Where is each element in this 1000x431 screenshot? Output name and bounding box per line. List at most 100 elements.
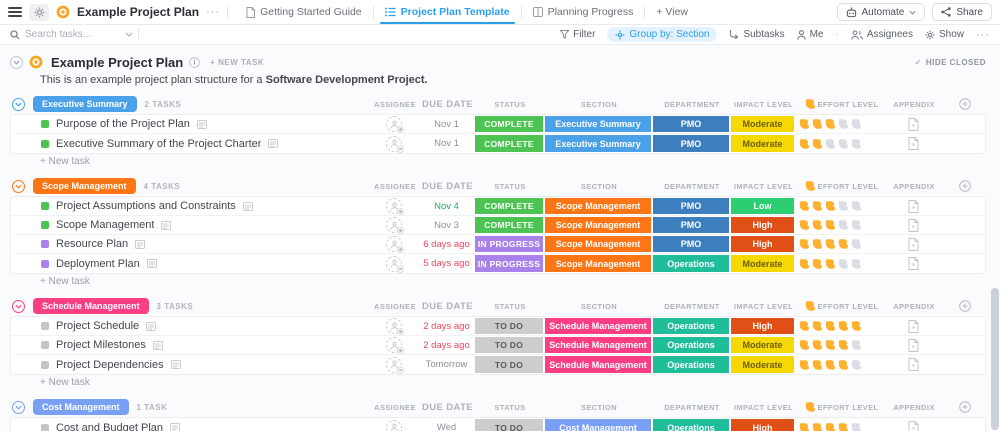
task-row[interactable]: Cost and Budget Plan Wed TO DO Cost Mana… <box>11 418 985 431</box>
assign-user-button[interactable] <box>386 136 402 152</box>
group-badge[interactable]: Schedule Management <box>33 298 149 314</box>
search-input[interactable] <box>25 29 120 40</box>
assign-user-button[interactable] <box>386 198 402 214</box>
hamburger-menu-icon[interactable] <box>8 7 22 17</box>
impact-badge[interactable]: Moderate <box>731 255 794 272</box>
flexed-arm-icon[interactable] <box>850 339 862 351</box>
flexed-arm-icon[interactable] <box>837 238 849 250</box>
share-button[interactable]: Share <box>932 3 992 21</box>
add-view-button[interactable]: + View <box>645 0 699 24</box>
department-badge[interactable]: Operations <box>653 356 729 373</box>
flexed-arm-icon[interactable] <box>850 258 862 270</box>
department-badge[interactable]: PMO <box>653 198 729 214</box>
task-name[interactable]: Project Schedule <box>56 320 139 332</box>
task-status-square[interactable] <box>41 202 49 210</box>
flexed-arm-icon[interactable] <box>798 258 810 270</box>
task-name[interactable]: Project Milestones <box>56 339 146 351</box>
task-name[interactable]: Purpose of the Project Plan <box>56 118 190 130</box>
flexed-arm-icon[interactable] <box>811 339 823 351</box>
department-badge[interactable]: PMO <box>653 236 729 252</box>
impact-badge[interactable]: Low <box>731 198 794 214</box>
group-by-button[interactable]: Group by: Section <box>607 27 717 42</box>
assign-user-button[interactable] <box>386 337 402 353</box>
flexed-arm-icon[interactable] <box>850 238 862 250</box>
flexed-arm-icon[interactable] <box>850 200 862 212</box>
effort-rating[interactable] <box>795 134 883 153</box>
group-new-task-button[interactable]: + New task <box>10 375 986 389</box>
task-status-square[interactable] <box>41 341 49 349</box>
status-badge[interactable]: COMPLETE <box>475 217 543 233</box>
impact-badge[interactable]: High <box>731 217 794 233</box>
flexed-arm-icon[interactable] <box>837 320 849 332</box>
title-more-button[interactable]: ··· <box>206 7 220 17</box>
section-badge[interactable]: Schedule Management <box>545 337 651 353</box>
flexed-arm-icon[interactable] <box>837 200 849 212</box>
section-badge[interactable]: Cost Management <box>545 419 651 431</box>
search-box[interactable] <box>10 28 139 41</box>
task-row[interactable]: Project Milestones 2 days ago TO DO Sche… <box>11 336 985 355</box>
flexed-arm-icon[interactable] <box>811 219 823 231</box>
flexed-arm-icon[interactable] <box>798 118 810 130</box>
flexed-arm-icon[interactable] <box>798 200 810 212</box>
status-badge[interactable]: IN PROGRESS <box>475 236 543 252</box>
flexed-arm-icon[interactable] <box>811 422 823 431</box>
impact-badge[interactable]: Moderate <box>731 337 794 353</box>
appendix-file-icon[interactable] <box>908 421 919 431</box>
status-badge[interactable]: COMPLETE <box>475 135 543 152</box>
group-new-task-button[interactable]: + New task <box>10 274 986 288</box>
effort-rating[interactable] <box>795 355 883 374</box>
status-badge[interactable]: TO DO <box>475 419 543 431</box>
section-badge[interactable]: Schedule Management <box>545 318 651 334</box>
add-column-button[interactable] <box>944 180 986 192</box>
me-filter-button[interactable]: Me <box>797 29 824 40</box>
section-badge[interactable]: Scope Management <box>545 198 651 214</box>
tab-planning-progress[interactable]: Planning Progress <box>522 0 645 24</box>
due-date[interactable]: 2 days ago <box>419 336 474 354</box>
task-status-square[interactable] <box>41 221 49 229</box>
task-status-square[interactable] <box>41 140 49 148</box>
due-date[interactable]: 5 days ago <box>419 254 474 273</box>
task-row[interactable]: Project Dependencies Tomorrow TO DO Sche… <box>11 355 985 374</box>
due-date[interactable]: Nov 4 <box>419 197 474 215</box>
status-badge[interactable]: COMPLETE <box>475 116 543 132</box>
task-row[interactable]: Purpose of the Project Plan Nov 1 COMPLE… <box>11 115 985 134</box>
due-date[interactable]: Tomorrow <box>419 355 474 374</box>
flexed-arm-icon[interactable] <box>824 138 836 150</box>
flexed-arm-icon[interactable] <box>811 200 823 212</box>
flexed-arm-icon[interactable] <box>824 118 836 130</box>
assign-user-button[interactable] <box>386 236 402 252</box>
flexed-arm-icon[interactable] <box>811 238 823 250</box>
hide-closed-toggle[interactable]: ✓ HIDE CLOSED <box>915 58 986 67</box>
collapse-group-button[interactable] <box>12 300 25 313</box>
flexed-arm-icon[interactable] <box>811 118 823 130</box>
effort-rating[interactable] <box>795 216 883 234</box>
collapse-group-button[interactable] <box>12 98 25 111</box>
flexed-arm-icon[interactable] <box>837 138 849 150</box>
flexed-arm-icon[interactable] <box>824 339 836 351</box>
flexed-arm-icon[interactable] <box>837 339 849 351</box>
flexed-arm-icon[interactable] <box>798 422 810 431</box>
task-status-square[interactable] <box>41 322 49 330</box>
flexed-arm-icon[interactable] <box>811 320 823 332</box>
section-badge[interactable]: Scope Management <box>545 255 651 272</box>
status-badge[interactable]: TO DO <box>475 337 543 353</box>
appendix-file-icon[interactable] <box>908 200 919 213</box>
flexed-arm-icon[interactable] <box>837 219 849 231</box>
impact-badge[interactable]: High <box>731 318 794 334</box>
flexed-arm-icon[interactable] <box>837 258 849 270</box>
department-badge[interactable]: PMO <box>653 135 729 152</box>
add-column-button[interactable] <box>944 401 986 413</box>
flexed-arm-icon[interactable] <box>837 118 849 130</box>
toolbar-more-button[interactable]: ··· <box>976 30 990 40</box>
due-date[interactable]: Wed <box>419 418 474 431</box>
due-date[interactable]: Nov 3 <box>419 216 474 234</box>
flexed-arm-icon[interactable] <box>824 320 836 332</box>
department-badge[interactable]: Operations <box>653 255 729 272</box>
appendix-file-icon[interactable] <box>908 320 919 333</box>
new-task-button[interactable]: + NEW TASK <box>210 58 264 67</box>
assign-user-button[interactable] <box>386 217 402 233</box>
department-badge[interactable]: Operations <box>653 318 729 334</box>
group-badge[interactable]: Cost Management <box>33 399 129 415</box>
impact-badge[interactable]: Moderate <box>731 356 794 373</box>
appendix-file-icon[interactable] <box>908 257 919 270</box>
